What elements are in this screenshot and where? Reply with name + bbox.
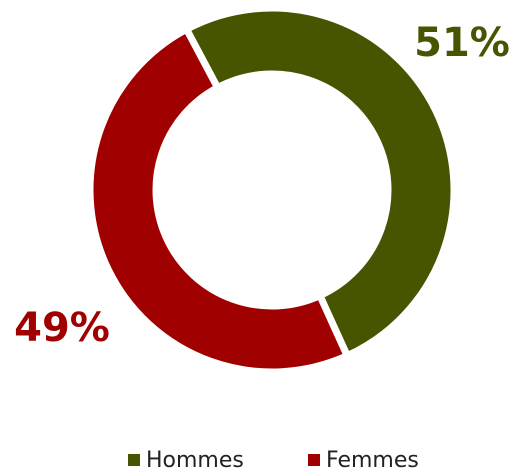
value-label: 51% bbox=[414, 20, 510, 66]
donut-segment bbox=[181, 4, 458, 361]
legend-label: Hommes bbox=[146, 448, 244, 473]
donut-segment bbox=[86, 24, 352, 376]
value-label: 49% bbox=[14, 305, 110, 351]
legend-swatch bbox=[308, 454, 320, 466]
legend-label: Femmes bbox=[326, 448, 419, 473]
legend-swatch bbox=[128, 454, 140, 466]
